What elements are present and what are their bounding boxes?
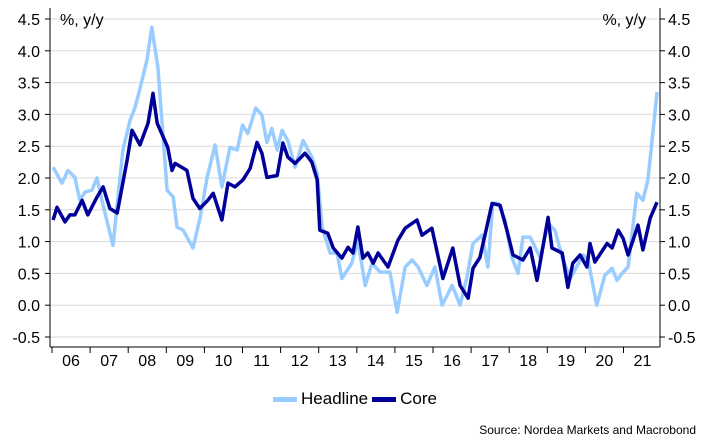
y-tick-label-right: 0.5 xyxy=(668,266,690,283)
y-tick-label-right: 0.0 xyxy=(668,298,690,315)
y-tick-label-left: 0.0 xyxy=(18,298,40,315)
left-axis-unit-label: %, y/y xyxy=(60,12,104,29)
legend-label-headline: Headline xyxy=(301,389,369,408)
y-tick-label-left: 3.5 xyxy=(18,76,40,93)
y-tick-label-right: 4.5 xyxy=(668,12,690,29)
x-tick-label: 17 xyxy=(481,353,499,370)
y-tick-label-right: 2.0 xyxy=(668,171,690,188)
y-tick-label-left: 4.0 xyxy=(18,44,40,61)
source-note: Source: Nordea Markets and Macrobond xyxy=(479,423,696,437)
x-tick-label: 06 xyxy=(62,353,80,370)
right-axis-unit-label: %, y/y xyxy=(602,12,646,29)
legend-swatch-core xyxy=(372,396,397,402)
y-tick-label-left: 3.0 xyxy=(18,107,40,124)
x-tick-label: 15 xyxy=(405,353,423,370)
legend-item-headline: Headline xyxy=(273,389,368,409)
x-tick-label: 11 xyxy=(253,353,270,370)
y-tick-label-left: 0.5 xyxy=(18,266,40,283)
y-tick-label-right: -0.5 xyxy=(668,330,696,347)
legend-item-core: Core xyxy=(372,389,437,409)
y-tick-label-left: 2.5 xyxy=(18,139,40,156)
x-tick-label: 19 xyxy=(557,353,575,370)
y-tick-label-right: 3.0 xyxy=(668,107,690,124)
y-tick-label-right: 1.0 xyxy=(668,235,690,252)
y-tick-label-right: 2.5 xyxy=(668,139,690,156)
x-tick-label: 12 xyxy=(291,353,309,370)
y-tick-label-right: 4.0 xyxy=(668,44,690,61)
legend: Headline Core xyxy=(0,389,710,409)
y-tick-label-right: 3.5 xyxy=(668,76,690,93)
series-lines xyxy=(51,25,659,314)
y-tick-label-right: 1.5 xyxy=(668,203,690,220)
x-tick-label: 14 xyxy=(367,353,385,370)
series-line-headline xyxy=(51,25,659,314)
legend-swatch-headline xyxy=(273,396,298,402)
x-tick-label: 18 xyxy=(519,353,537,370)
x-tick-label: 16 xyxy=(443,353,461,370)
x-tick-label: 07 xyxy=(100,353,118,370)
x-tick-label: 21 xyxy=(634,353,652,370)
x-tick-label: 20 xyxy=(596,353,614,370)
x-tick-label: 13 xyxy=(329,353,347,370)
axes: -0.5 -0.5 0.0 0.0 0.5 0.5 1.0 1.0 1.5 1.5 2.0 2.0 2.… xyxy=(12,8,696,370)
legend-label-core: Core xyxy=(400,389,437,408)
y-tick-label-left: 2.0 xyxy=(18,171,40,188)
x-tick-label: 08 xyxy=(138,353,156,370)
y-tick-label-left: -0.5 xyxy=(12,330,40,347)
x-tick-label: 09 xyxy=(176,353,194,370)
x-tick-label: 10 xyxy=(215,353,233,370)
series-line-core xyxy=(51,91,659,300)
y-tick-label-left: 1.0 xyxy=(18,235,40,252)
y-tick-label-left: 1.5 xyxy=(18,203,40,220)
gridlines xyxy=(50,18,660,338)
y-tick-label-left: 4.5 xyxy=(18,12,40,29)
